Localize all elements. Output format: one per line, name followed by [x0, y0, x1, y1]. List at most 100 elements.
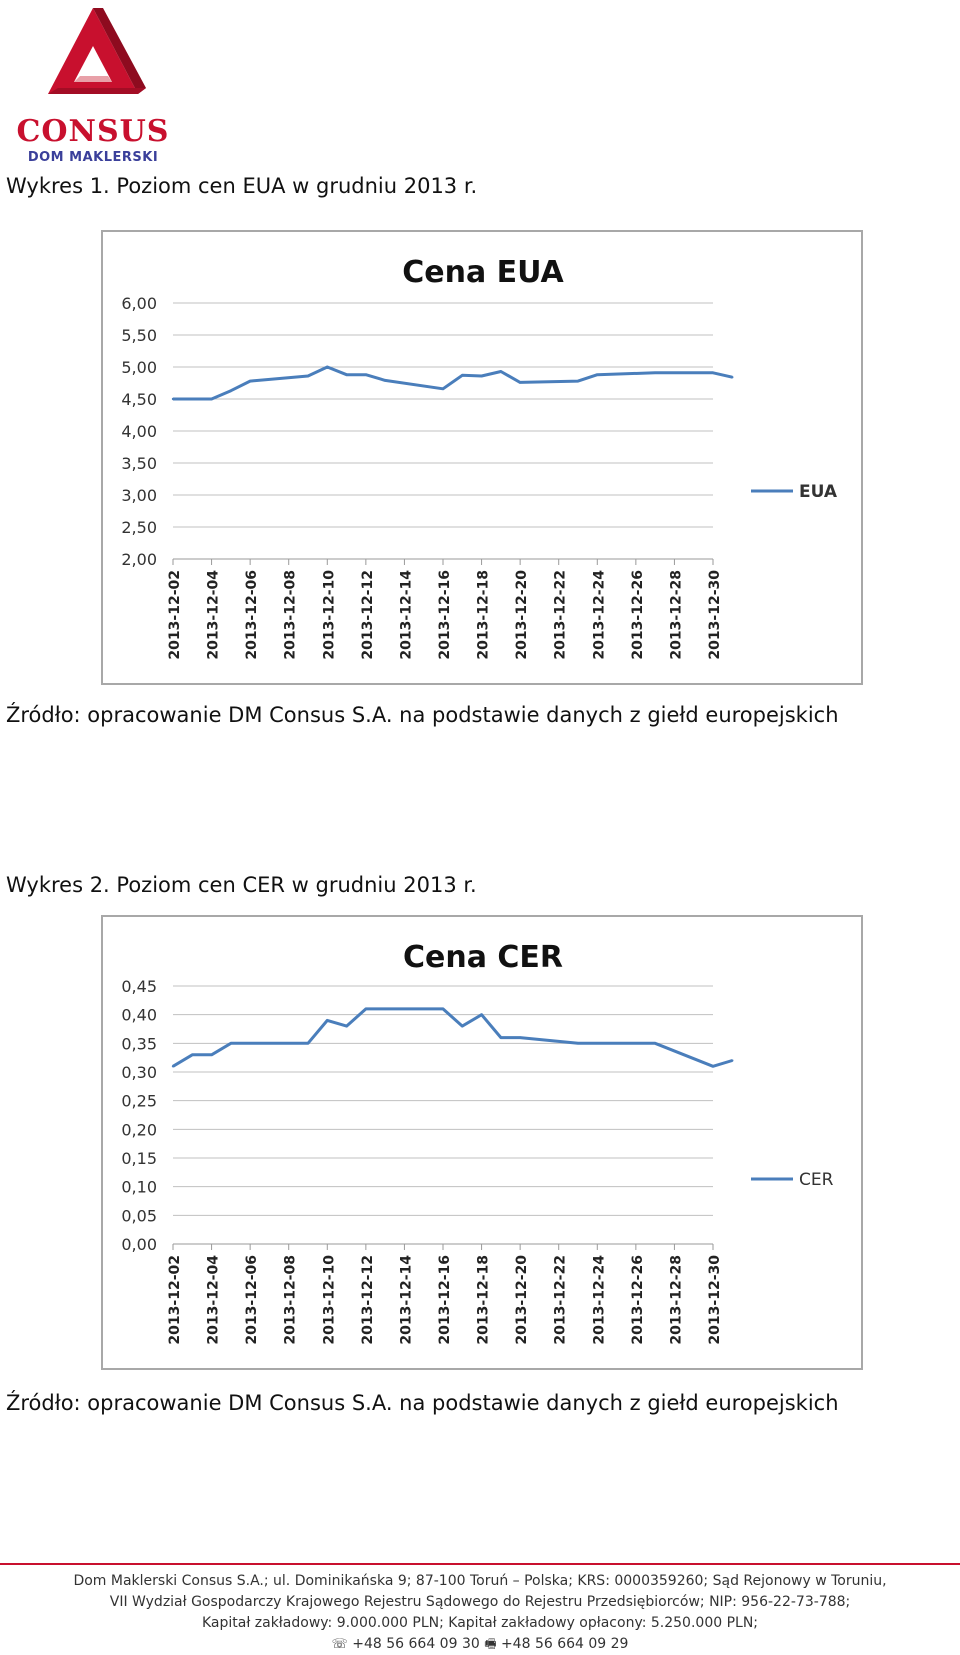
data-point	[364, 1007, 368, 1011]
data-point	[576, 379, 580, 383]
data-point	[171, 397, 175, 401]
y-tick-label: 5,50	[121, 326, 157, 345]
data-point	[210, 1053, 213, 1056]
y-tick-label: 0,10	[121, 1178, 157, 1197]
data-point	[248, 379, 252, 383]
figure2-caption: Wykres 2. Poziom cen CER w grudniu 2013 …	[6, 873, 477, 897]
data-point	[326, 365, 329, 369]
fax-icon: 🖷	[484, 1637, 497, 1652]
chart-cer-frame: Cena CER 0,00 0,05 0,10 0,15 0,20 0,25 0,30 0,35…	[101, 915, 863, 1370]
y-tick-label: 0,15	[121, 1149, 157, 1168]
x-tick-label: 2013-12-18	[476, 570, 492, 660]
x-tick-label: 2013-12-22	[553, 570, 569, 660]
data-point	[210, 397, 213, 401]
x-tick-label: 2013-12-04	[206, 570, 222, 660]
footer-line-contact: ☏ +48 56 664 09 30 🖷 +48 56 664 09 29	[0, 1634, 960, 1655]
data-point	[345, 1024, 348, 1028]
x-tick-label: 2013-12-10	[321, 1255, 337, 1345]
legend-label: EUA	[799, 482, 838, 502]
data-point	[306, 1042, 310, 1045]
footer-fax: +48 56 664 09 29	[500, 1636, 629, 1652]
data-point	[653, 1042, 657, 1045]
footer-line-capital: Kapitał zakładowy: 9.000.000 PLN; Kapita…	[201, 1615, 759, 1631]
data-point	[441, 387, 445, 390]
y-tick-label: 3,50	[121, 454, 157, 473]
data-point	[383, 1007, 387, 1011]
x-tick-label: 2013-12-20	[514, 570, 530, 660]
data-point	[480, 374, 483, 378]
data-point	[364, 373, 368, 376]
y-tick-label: 6,00	[121, 294, 157, 313]
x-tick-label: 2013-12-04	[206, 1255, 222, 1345]
x-tick-label: 2013-12-02	[167, 570, 183, 660]
data-point	[499, 370, 503, 373]
y-tick-label: 0,45	[121, 977, 157, 996]
phone-icon: ☏	[331, 1637, 348, 1652]
x-tick-label: 2013-12-26	[630, 570, 646, 660]
legend-label: CER	[799, 1170, 834, 1190]
data-point	[711, 1065, 715, 1068]
logo-name: CONSUS	[16, 114, 170, 149]
logo-triangle-mark	[48, 8, 146, 94]
data-point	[441, 1007, 445, 1011]
y-tick-label: 3,00	[121, 486, 157, 505]
data-point	[518, 381, 522, 384]
data-point	[731, 376, 734, 379]
x-tick-label: 2013-12-30	[707, 1255, 723, 1345]
y-tick-label: 0,40	[121, 1006, 157, 1025]
x-tick-label: 2013-12-14	[398, 1255, 414, 1345]
data-point	[191, 1053, 194, 1056]
footer-phone: +48 56 664 09 30	[352, 1636, 480, 1652]
footer-line-address: Dom Maklerski Consus S.A.; ul. Dominikań…	[73, 1573, 887, 1589]
figure2-source: Źródło: opracowanie DM Consus S.A. na po…	[6, 1391, 839, 1415]
x-tick-label: 2013-12-16	[437, 1255, 453, 1345]
data-point	[345, 373, 348, 376]
y-tick-label: 0,35	[121, 1034, 157, 1053]
x-tick-label: 2013-12-24	[591, 1255, 607, 1345]
data-point	[518, 1036, 522, 1039]
y-tick-label: 2,50	[121, 518, 157, 537]
x-tick-label: 2013-12-14	[398, 570, 414, 660]
x-tick-label: 2013-12-06	[244, 1255, 260, 1345]
data-point	[229, 1042, 233, 1045]
y-tick-label: 0,30	[121, 1063, 157, 1082]
data-point	[711, 371, 715, 374]
footer-line-registry: VII Wydział Gospodarczy Krajowego Rejest…	[109, 1594, 851, 1610]
x-tick-label: 2013-12-26	[630, 1255, 646, 1345]
data-point	[326, 1019, 329, 1022]
figure1-source: Źródło: opracowanie DM Consus S.A. na po…	[6, 703, 839, 727]
y-tick-label: 4,00	[121, 422, 157, 441]
x-tick-label: 2013-12-08	[283, 1255, 299, 1345]
data-point	[306, 374, 310, 378]
data-point	[731, 1059, 734, 1062]
series-line	[172, 1007, 733, 1068]
chart-eua-frame: Cena EUA 2,00 2,50 3,00 3,50 4,00 4,50 5,00 5,50…	[101, 230, 863, 685]
y-tick-label: 4,50	[121, 390, 157, 409]
company-logo: CONSUS DOM MAKLERSKI	[8, 6, 178, 166]
x-tick-label: 2013-12-02	[167, 1255, 183, 1345]
data-point	[499, 1036, 503, 1039]
data-point	[171, 1065, 175, 1068]
y-tick-label: 2,00	[121, 550, 157, 569]
data-point	[191, 397, 194, 401]
x-tick-label: 2013-12-20	[514, 1255, 530, 1345]
data-point	[229, 389, 233, 392]
x-tick-label: 2013-12-12	[360, 1255, 376, 1345]
figure1-caption: Wykres 1. Poziom cen EUA w grudniu 2013 …	[6, 174, 478, 198]
y-tick-label: 0,25	[121, 1092, 157, 1111]
footer-rule	[0, 1563, 960, 1565]
y-tick-label: 0,00	[121, 1235, 157, 1254]
y-tick-label: 0,20	[121, 1120, 157, 1139]
x-tick-label: 2013-12-24	[591, 570, 607, 660]
x-tick-label: 2013-12-08	[283, 570, 299, 660]
x-tick-label: 2013-12-12	[360, 570, 376, 660]
logo-subtitle: DOM MAKLERSKI	[27, 150, 159, 165]
data-point	[653, 371, 657, 374]
chart-title: Cena CER	[403, 940, 563, 975]
x-tick-label: 2013-12-22	[553, 1255, 569, 1345]
data-point	[461, 374, 464, 377]
footer: Dom Maklerski Consus S.A.; ul. Dominikań…	[0, 1571, 960, 1655]
chart-title: Cena EUA	[402, 255, 564, 290]
x-tick-label: 2013-12-16	[437, 570, 453, 660]
y-tick-label: 0,05	[121, 1206, 157, 1225]
